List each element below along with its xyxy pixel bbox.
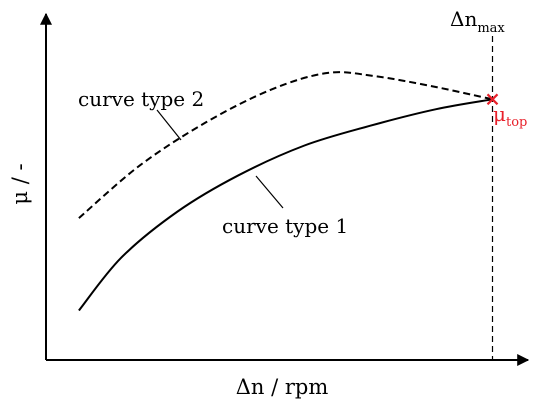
y-axis-label: μ / - (8, 163, 32, 204)
series-curve-type-1-label: curve type 1 (222, 214, 348, 238)
mu-top-label-base: μ (493, 102, 506, 126)
mu-top-marker (486, 93, 499, 106)
series-curve-type-1 (78, 98, 493, 312)
n-max-label: Δnmax (450, 7, 505, 36)
x-axis-label: Δn / rpm (236, 375, 329, 399)
mu-top-label-subscript: top (506, 115, 527, 130)
series-curve-type-2-leader (156, 109, 182, 141)
mu-top-marker-stroke-2 (486, 93, 499, 106)
n-max-label-subscript: max (477, 21, 505, 36)
series-curve-type-2 (78, 71, 493, 219)
mu-top-label: μtop (493, 102, 527, 130)
plot-area (40, 12, 530, 366)
n-max-label-base: Δn (450, 7, 477, 31)
series-curve-type-2-label: curve type 2 (78, 87, 204, 111)
series-curve-type-1-leader (255, 175, 284, 209)
